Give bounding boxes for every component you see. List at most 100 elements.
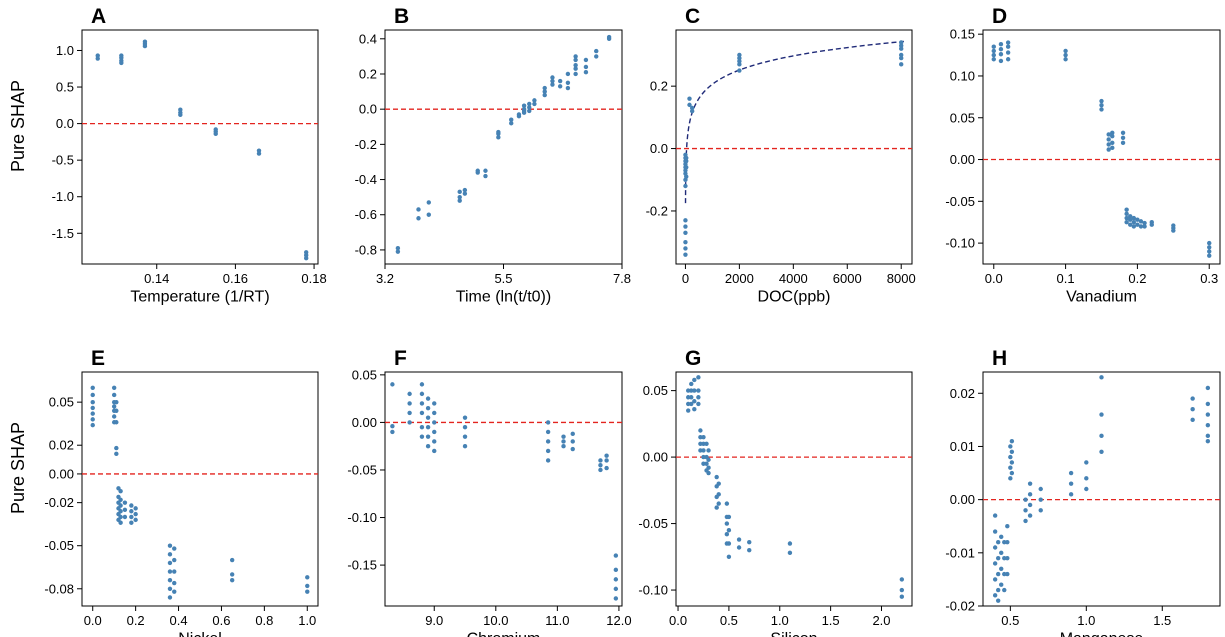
data-point [1084, 476, 1089, 481]
data-point [122, 500, 128, 505]
y-tick-label-d: 0.00 [950, 152, 975, 167]
data-point [1009, 470, 1015, 476]
data-point [1038, 497, 1043, 502]
y-tick-label-a: -1.0 [52, 189, 74, 204]
data-point [1008, 465, 1013, 470]
y-tick-label-e: -0.08 [44, 581, 74, 596]
data-point [1084, 486, 1089, 492]
data-point [683, 252, 688, 257]
y-tick-label-a: 0.0 [56, 116, 74, 131]
data-point [557, 78, 563, 84]
data-point [90, 399, 95, 405]
data-point [1110, 140, 1115, 146]
data-point [527, 105, 532, 110]
data-point [462, 424, 468, 430]
data-point [1171, 228, 1176, 233]
data-point [172, 589, 177, 594]
data-point [570, 439, 575, 444]
data-point [1038, 508, 1043, 513]
data-point [737, 55, 742, 61]
data-point [122, 507, 128, 513]
figure-y-label-top: Pure SHAP [8, 80, 28, 172]
data-point [432, 448, 437, 454]
data-point [527, 101, 532, 107]
y-tick-label-d: 0.10 [950, 68, 975, 83]
data-point [129, 503, 134, 508]
y-tick-label-c: 0.0 [650, 141, 668, 156]
data-point [407, 401, 412, 406]
plot-frame-f [384, 371, 623, 607]
data-point [684, 158, 689, 164]
data-point [419, 391, 425, 397]
data-point [118, 520, 123, 525]
data-point [583, 70, 589, 75]
x-tick-label-e: 1.0 [298, 613, 316, 628]
data-point [1135, 222, 1140, 227]
data-point [686, 401, 691, 407]
data-point [1009, 438, 1015, 444]
data-point [462, 187, 468, 193]
data-point [118, 497, 123, 502]
y-tick-label-b: 0.2 [359, 66, 377, 81]
data-point [606, 34, 612, 40]
data-point [167, 569, 173, 574]
data-point [1027, 513, 1033, 518]
data-point [407, 391, 412, 397]
y-tick-label-f: -0.10 [347, 510, 377, 525]
data-point [1005, 44, 1011, 49]
x-tick-label-g: 0.0 [669, 613, 687, 628]
data-point [899, 40, 904, 45]
data-point [229, 557, 235, 563]
data-point [899, 46, 904, 51]
data-point [1063, 48, 1068, 54]
y-tick-label-a: 0.5 [56, 80, 74, 95]
data-point [419, 401, 425, 406]
panel-g: 0.0 0.5 1.0 1.5 2.0 0.05 0.00 -0.05 -0.10 Silicon… [638, 347, 913, 637]
data-point [542, 89, 547, 94]
panel-letter-b: B [394, 5, 409, 28]
data-point [483, 173, 488, 179]
data-point [407, 410, 412, 416]
data-point [1005, 539, 1010, 545]
y-tick-label-h: -0.01 [945, 545, 975, 560]
data-point [747, 539, 752, 545]
data-point [432, 410, 437, 416]
data-point [1110, 130, 1115, 135]
data-point [991, 52, 996, 58]
data-point [550, 75, 555, 80]
plot-frame-g [675, 371, 913, 607]
x-axis-label-c: DOC(ppb) [758, 288, 831, 305]
data-point [129, 520, 134, 525]
plot-frame-c [675, 29, 913, 265]
data-point [689, 401, 694, 407]
data-point [229, 577, 235, 583]
data-point [561, 439, 566, 444]
plot-frame-a [81, 29, 319, 265]
data-point [726, 554, 732, 560]
data-point [716, 492, 721, 497]
data-point [1068, 492, 1074, 497]
data-point [542, 92, 547, 98]
data-point [716, 481, 721, 486]
data-point [714, 505, 719, 510]
data-point [1099, 449, 1104, 454]
data-point [1084, 460, 1089, 465]
data-point [565, 85, 571, 91]
data-point [1099, 98, 1104, 104]
data-point [736, 537, 742, 542]
data-point [1063, 52, 1068, 58]
data-point [1110, 145, 1115, 151]
data-point [684, 155, 689, 161]
data-point [683, 239, 688, 245]
data-point [1142, 220, 1147, 226]
data-point [527, 108, 532, 114]
data-point [1023, 508, 1028, 513]
y-tick-label-a: -0.5 [52, 153, 74, 168]
data-point [178, 107, 183, 112]
x-axis-label-b: Time (ln(t/t0)) [456, 288, 551, 305]
data-point [1128, 214, 1133, 219]
data-point [1207, 249, 1212, 254]
data-point [1023, 497, 1028, 502]
data-point [683, 246, 688, 251]
data-point [698, 448, 703, 453]
